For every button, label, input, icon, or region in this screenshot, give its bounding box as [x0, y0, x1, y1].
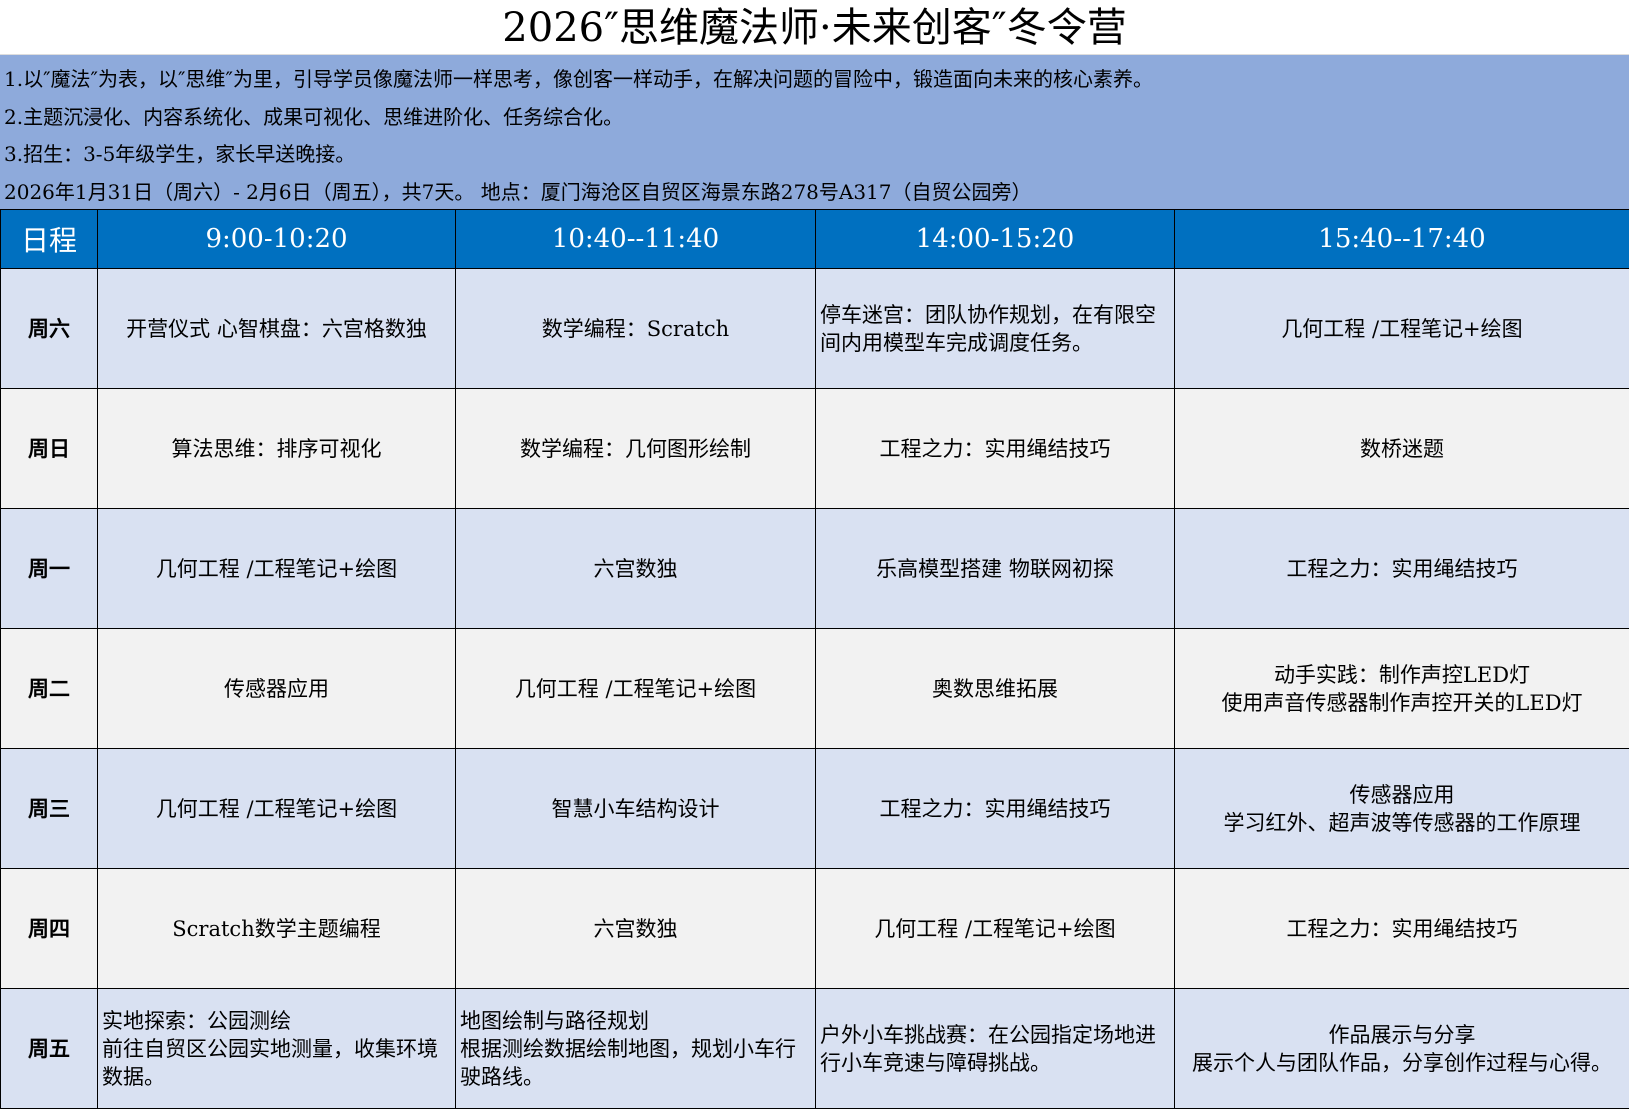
day-cell: 周日: [1, 389, 98, 509]
header-slot-4: 15:40--17:40: [1175, 210, 1629, 269]
day-cell: 周一: [1, 509, 98, 629]
header-slot-2: 10:40--11:40: [456, 210, 816, 269]
header-row: 日程 9:00-10:20 10:40--11:40 14:00-15:20 1…: [1, 210, 1629, 269]
activity-cell: 实地探索：公园测绘 前往自贸区公园实地测量，收集环境数据。: [98, 989, 456, 1109]
header-slot-3: 14:00-15:20: [816, 210, 1175, 269]
activity-cell: 工程之力：实用绳结技巧: [1175, 509, 1629, 629]
activity-cell: 开营仪式 心智棋盘：六宫格数独: [98, 269, 456, 389]
activity-cell: 几何工程 /工程笔记+绘图: [456, 629, 816, 749]
schedule-table: 日程 9:00-10:20 10:40--11:40 14:00-15:20 1…: [0, 209, 1629, 1109]
day-cell: 周四: [1, 869, 98, 989]
page-title: 2026″思维魔法师·未来创客″冬令营: [0, 0, 1629, 55]
activity-cell: 数桥迷题: [1175, 389, 1629, 509]
day-cell: 周五: [1, 989, 98, 1109]
table-row: 周日算法思维：排序可视化数学编程：几何图形绘制工程之力：实用绳结技巧数桥迷题: [1, 389, 1629, 509]
activity-cell: 传感器应用: [98, 629, 456, 749]
activity-cell: 作品展示与分享 展示个人与团队作品，分享创作过程与心得。: [1175, 989, 1629, 1109]
table-row: 周三几何工程 /工程笔记+绘图智慧小车结构设计工程之力：实用绳结技巧传感器应用 …: [1, 749, 1629, 869]
day-cell: 周三: [1, 749, 98, 869]
info-line: 2.主题沉浸化、内容系统化、成果可视化、思维进阶化、任务综合化。: [0, 99, 1629, 137]
table-row: 周五实地探索：公园测绘 前往自贸区公园实地测量，收集环境数据。地图绘制与路径规划…: [1, 989, 1629, 1109]
activity-cell: 六宫数独: [456, 869, 816, 989]
table-row: 周一几何工程 /工程笔记+绘图六宫数独乐高模型搭建 物联网初探工程之力：实用绳结…: [1, 509, 1629, 629]
activity-cell: 地图绘制与路径规划 根据测绘数据绘制地图，规划小车行驶路线。: [456, 989, 816, 1109]
activity-cell: 奥数思维拓展: [816, 629, 1175, 749]
header-slot-1: 9:00-10:20: [98, 210, 456, 269]
activity-cell: 算法思维：排序可视化: [98, 389, 456, 509]
activity-cell: 动手实践：制作声控LED灯 使用声音传感器制作声控开关的LED灯: [1175, 629, 1629, 749]
activity-cell: 传感器应用 学习红外、超声波等传感器的工作原理: [1175, 749, 1629, 869]
activity-cell: 几何工程 /工程笔记+绘图: [816, 869, 1175, 989]
activity-cell: 几何工程 /工程笔记+绘图: [98, 509, 456, 629]
info-line: 2026年1月31日（周六）- 2月6日（周五），共7天。 地点：厦门海沧区自贸…: [0, 174, 1629, 212]
activity-cell: 工程之力：实用绳结技巧: [816, 389, 1175, 509]
header-schedule: 日程: [1, 210, 98, 269]
activity-cell: 六宫数独: [456, 509, 816, 629]
table-row: 周二传感器应用几何工程 /工程笔记+绘图奥数思维拓展动手实践：制作声控LED灯 …: [1, 629, 1629, 749]
activity-cell: 数学编程：几何图形绘制: [456, 389, 816, 509]
info-line: 3.招生：3-5年级学生，家长早送晚接。: [0, 136, 1629, 174]
activity-cell: 工程之力：实用绳结技巧: [816, 749, 1175, 869]
day-cell: 周六: [1, 269, 98, 389]
activity-cell: 数学编程：Scratch: [456, 269, 816, 389]
activity-cell: 几何工程 /工程笔记+绘图: [1175, 269, 1629, 389]
activity-cell: 户外小车挑战赛：在公园指定场地进行小车竞速与障碍挑战。: [816, 989, 1175, 1109]
activity-cell: 工程之力：实用绳结技巧: [1175, 869, 1629, 989]
activity-cell: 乐高模型搭建 物联网初探: [816, 509, 1175, 629]
info-panel: 1.以″魔法″为表，以″思维″为里，引导学员像魔法师一样思考，像创客一样动手，在…: [0, 55, 1629, 209]
day-cell: 周二: [1, 629, 98, 749]
info-line: 1.以″魔法″为表，以″思维″为里，引导学员像魔法师一样思考，像创客一样动手，在…: [0, 61, 1629, 99]
activity-cell: 几何工程 /工程笔记+绘图: [98, 749, 456, 869]
activity-cell: Scratch数学主题编程: [98, 869, 456, 989]
activity-cell: 智慧小车结构设计: [456, 749, 816, 869]
activity-cell: 停车迷宫：团队协作规划，在有限空间内用模型车完成调度任务。: [816, 269, 1175, 389]
